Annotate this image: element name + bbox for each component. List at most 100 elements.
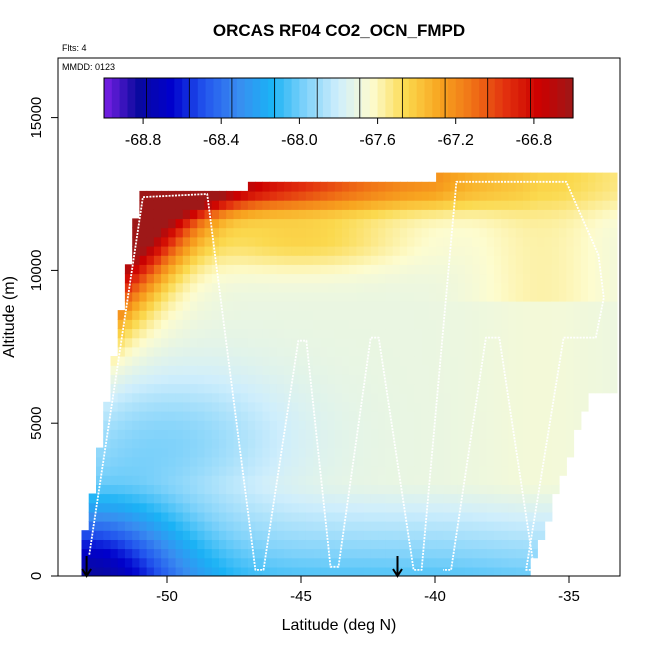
colorbar-segment [143, 78, 152, 118]
curtain-cell [255, 255, 263, 265]
curtain-cell [204, 209, 213, 220]
curtain-cell [298, 209, 307, 220]
curtain-cell [537, 172, 546, 183]
curtain-cell [204, 356, 213, 366]
curtain-cell [342, 493, 350, 504]
curtain-cell [182, 411, 191, 421]
curtain-cell [486, 484, 495, 495]
curtain-cell [385, 273, 394, 284]
curtain-cell [190, 420, 198, 430]
curtain-cell [494, 420, 502, 430]
curtain-cell [313, 484, 321, 495]
curtain-cell [298, 447, 307, 458]
curtain-cell [515, 438, 524, 449]
curtain-cell [233, 310, 242, 320]
curtain-cell [110, 493, 119, 504]
curtain-cell [334, 438, 343, 449]
curtain-cell [479, 438, 488, 449]
curtain-cell [291, 218, 300, 229]
curtain-cell [168, 539, 177, 550]
curtain-cell [284, 511, 292, 522]
curtain-cell [501, 511, 509, 522]
curtain-cell [327, 328, 336, 339]
curtain-cell [233, 401, 242, 412]
curtain-cell [414, 291, 423, 302]
curtain-cell [588, 319, 596, 330]
curtain-cell [269, 420, 278, 430]
curtain-cell [110, 420, 119, 430]
curtain-cell [602, 181, 611, 192]
curtain-cell [522, 411, 531, 421]
curtain-cell [494, 172, 502, 183]
curtain-cell [226, 190, 234, 201]
curtain-cell [313, 319, 321, 330]
curtain-cell [537, 264, 546, 275]
curtain-cell [247, 218, 256, 229]
curtain-cell [414, 521, 423, 531]
curtain-cell [479, 484, 488, 495]
chart-title: ORCAS RF04 CO2_OCN_FMPD [213, 21, 465, 40]
curtain-cell [153, 401, 162, 412]
curtain-cell [544, 328, 553, 339]
curtain-cell [537, 521, 546, 531]
curtain-cell [342, 328, 350, 339]
curtain-cell [262, 493, 271, 504]
curtain-cell [182, 209, 191, 220]
curtain-cell [501, 246, 509, 256]
curtain-cell [378, 392, 386, 403]
curtain-cell [124, 493, 133, 504]
curtain-cell [146, 291, 155, 302]
curtain-cell [457, 200, 466, 210]
curtain-cell [551, 466, 560, 476]
curtain-cell [515, 557, 524, 568]
curtain-cell [392, 337, 401, 348]
curtain-cell [226, 456, 234, 467]
curtain-cell [305, 456, 314, 467]
curtain-cell [508, 291, 517, 302]
curtain-cell [595, 310, 604, 320]
curtain-cell [276, 346, 285, 357]
curtain-cell [436, 383, 444, 394]
curtain-cell [370, 319, 379, 330]
curtain-cell [175, 493, 184, 504]
curtain-cell [276, 328, 285, 339]
curtain-cell [255, 438, 263, 449]
curtain-cell [363, 200, 372, 210]
curtain-cell [342, 392, 350, 403]
curtain-cell [378, 539, 386, 550]
curtain-cell [436, 521, 444, 531]
curtain-cell [153, 456, 162, 467]
curtain-cell [421, 548, 430, 559]
curtain-cell [132, 273, 140, 284]
curtain-cell [276, 200, 285, 210]
curtain-cell [501, 438, 509, 449]
curtain-cell [508, 190, 517, 201]
curtain-cell [269, 539, 278, 550]
curtain-cell [255, 557, 263, 568]
curtain-cell [465, 227, 473, 238]
curtain-cell [428, 566, 437, 576]
curtain-cell [269, 227, 278, 238]
curtain-cell [313, 209, 321, 220]
curtain-cell [291, 346, 300, 357]
curtain-cell [559, 447, 567, 458]
curtain-cell [537, 255, 546, 265]
curtain-cell [298, 365, 307, 375]
curtain-cell [197, 502, 206, 513]
curtain-cell [175, 566, 184, 576]
curtain-cell [436, 438, 444, 449]
curtain-cell [450, 273, 459, 284]
curtain-cell [472, 346, 481, 357]
curtain-cell [414, 374, 423, 385]
curtain-cell [175, 429, 184, 440]
curtain-cell [530, 190, 538, 201]
curtain-cell [399, 190, 408, 201]
curtain-cell [146, 392, 155, 403]
curtain-cell [486, 548, 495, 559]
curtain-cell [465, 209, 473, 220]
curtain-cell [385, 255, 394, 265]
curtain-cell [494, 493, 502, 504]
curtain-cell [190, 209, 198, 220]
curtain-cell [276, 502, 285, 513]
curtain-cell [175, 337, 184, 348]
